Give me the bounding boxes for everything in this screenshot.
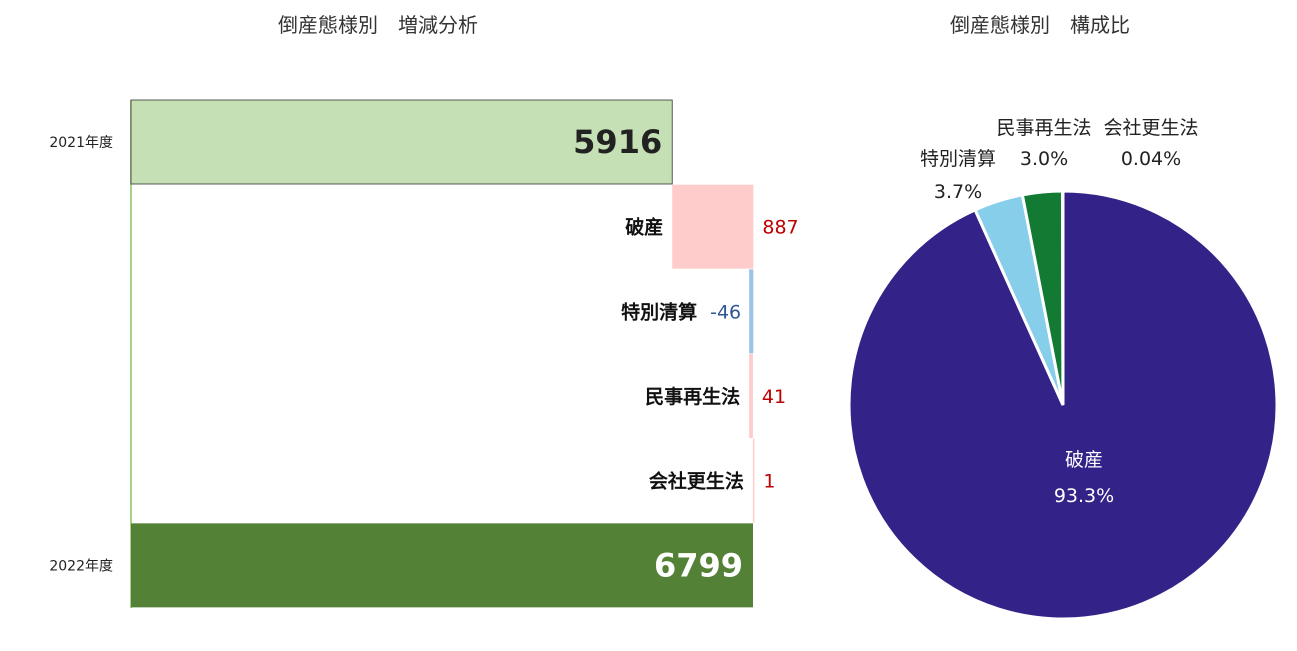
- pie-slice-3: [1060, 189, 1065, 406]
- waterfall-value-label-2: -46: [710, 301, 741, 323]
- pie-category-label-1: 特別清算: [920, 148, 996, 170]
- pie-category-label-3: 会社更生法: [1103, 117, 1198, 139]
- waterfall-value-label-1: 887: [762, 217, 798, 239]
- waterfall-value-label-0: 5916: [573, 123, 662, 161]
- pie-percent-label-3: 0.04%: [1121, 148, 1181, 170]
- pie-plot: 破産 93.3% 特別清算 3.7% 民事再生法 3.0% 会社更生法 0.04%: [847, 117, 1279, 621]
- waterfall-category-label-3: 民事再生法: [645, 385, 740, 408]
- waterfall-tick-label-0: 2021年度: [49, 135, 113, 151]
- waterfall-title: 倒産態様別 増減分析: [278, 13, 478, 37]
- waterfall-plot: 2021年度 5916 破産 887 特別清算 -46 民事再生法 41 会社更生法 1 2022年…: [49, 99, 799, 609]
- waterfall-bar-0: [130, 99, 673, 185]
- waterfall-bar-4: [752, 438, 755, 523]
- pie-percent-label-2: 3.0%: [1020, 148, 1068, 170]
- waterfall-category-label-2: 特別清算: [621, 300, 697, 323]
- pie-title: 倒産態様別 構成比: [950, 13, 1130, 37]
- waterfall-bar-3: [749, 354, 753, 439]
- waterfall-bar-1: [672, 184, 754, 269]
- pie-percent-label-1: 3.7%: [934, 181, 982, 203]
- waterfall-value-label-3: 41: [762, 386, 786, 408]
- pie-category-label-0: 破産: [1065, 449, 1103, 471]
- waterfall-category-label-1: 破産: [625, 216, 663, 239]
- waterfall-bar-2: [749, 269, 754, 354]
- waterfall-category-label-4: 会社更生法: [649, 470, 744, 493]
- waterfall-bar-5: [131, 523, 753, 608]
- waterfall-value-label-5: 6799: [654, 546, 743, 584]
- waterfall-value-label-4: 1: [763, 471, 775, 493]
- waterfall-tick-label-5: 2022年度: [49, 558, 113, 574]
- pie-category-label-2: 民事再生法: [996, 117, 1091, 139]
- pie-percent-label-0: 93.3%: [1054, 485, 1114, 507]
